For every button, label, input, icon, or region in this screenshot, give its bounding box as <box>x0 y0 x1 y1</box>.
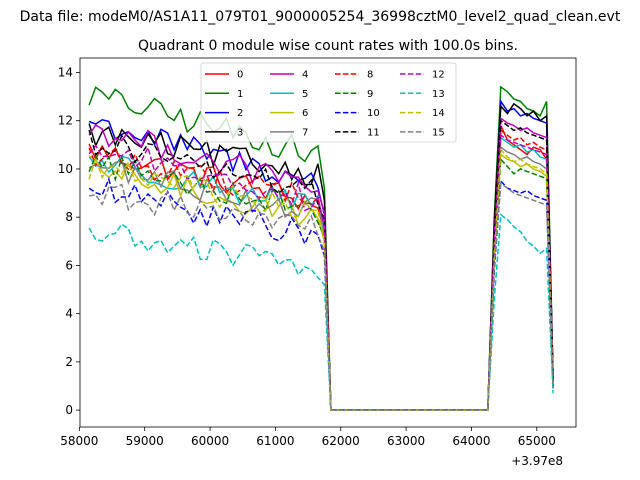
x-tick-label: 61000 <box>256 434 294 448</box>
legend-label-3: 3 <box>237 127 243 138</box>
legend-label-2: 2 <box>237 108 243 119</box>
y-tick-label: 10 <box>58 162 73 176</box>
legend-label-5: 5 <box>302 89 308 100</box>
y-tick-label: 2 <box>65 355 73 369</box>
legend-label-4: 4 <box>302 70 308 81</box>
series-line-6 <box>88 153 554 411</box>
series-line-15 <box>88 182 554 411</box>
series-line-9 <box>88 154 554 411</box>
legend-label-13: 13 <box>432 89 445 100</box>
plot-lines <box>88 85 554 411</box>
x-tick-label: 60000 <box>191 434 229 448</box>
legend-label-1: 1 <box>237 89 243 100</box>
legend-label-6: 6 <box>302 108 308 119</box>
legend-label-15: 15 <box>432 127 445 138</box>
series-line-12 <box>88 133 554 411</box>
x-tick-label: 63000 <box>387 434 425 448</box>
series-line-13 <box>88 213 554 411</box>
series-line-14 <box>88 147 554 411</box>
y-tick-label: 14 <box>58 65 73 79</box>
x-tick-label: 65000 <box>518 434 556 448</box>
y-tick-label: 12 <box>58 114 73 128</box>
series-line-7 <box>88 145 554 411</box>
y-tick-label: 6 <box>65 258 73 272</box>
series-line-2 <box>88 99 554 411</box>
legend-box <box>200 62 457 143</box>
y-tick-label: 0 <box>65 403 73 417</box>
legend-label-9: 9 <box>367 89 373 100</box>
chart-suptitle: Data file: modeM0/AS1A11_079T01_90000052… <box>20 9 621 25</box>
x-tick-label: 58000 <box>60 434 98 448</box>
x-tick-label: 64000 <box>452 434 490 448</box>
legend-label-12: 12 <box>432 70 445 81</box>
x-offset-label: +3.97e8 <box>511 454 563 468</box>
axes-frame <box>79 57 577 428</box>
legend-label-8: 8 <box>367 70 373 81</box>
legend-label-10: 10 <box>367 108 380 119</box>
x-tick-label: 62000 <box>322 434 360 448</box>
legend-label-11: 11 <box>367 127 380 138</box>
y-tick-label: 4 <box>65 307 73 321</box>
y-tick-label: 8 <box>65 210 73 224</box>
legend-label-14: 14 <box>432 108 445 119</box>
x-tick-label: 59000 <box>126 434 164 448</box>
y-axis: 0 2 4 6 8 10 12 14 <box>58 65 80 417</box>
legend-label-7: 7 <box>302 127 308 138</box>
series-line-8 <box>88 128 554 411</box>
chart-title: Quadrant 0 module wise count rates with … <box>138 38 518 54</box>
x-axis: 58000 59000 60000 61000 62000 63000 64000 65000 <box>60 427 556 448</box>
legend-label-0: 0 <box>237 70 243 81</box>
